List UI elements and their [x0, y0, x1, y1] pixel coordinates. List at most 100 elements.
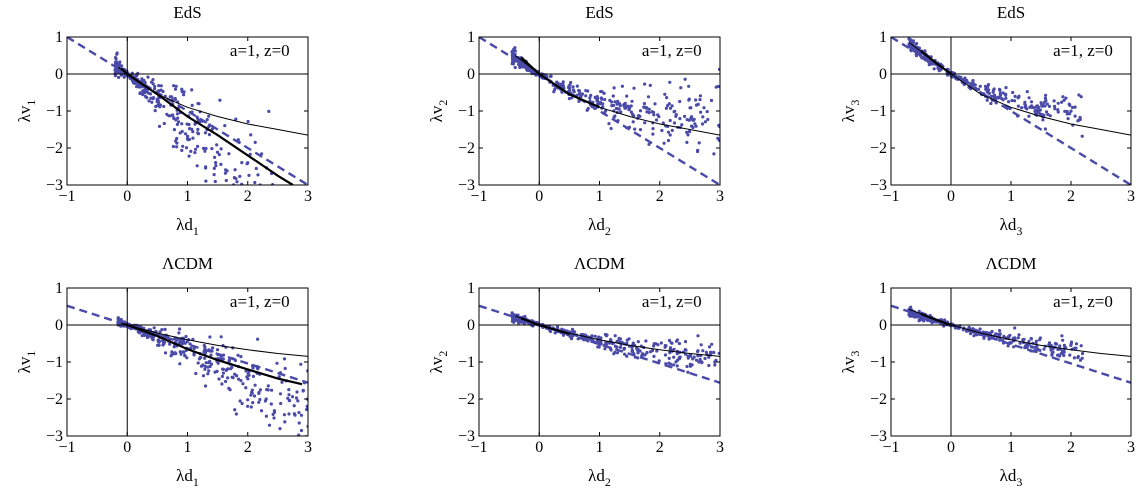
x-tick-label: 3 [716, 188, 724, 205]
data-point [577, 88, 581, 93]
data-point [673, 109, 677, 113]
data-point [152, 326, 156, 330]
data-point [610, 104, 614, 108]
data-point [140, 334, 144, 338]
data-point [235, 180, 239, 184]
data-point [251, 401, 255, 405]
data-point [1068, 103, 1072, 107]
data-point [668, 80, 672, 84]
y-tick-label: −2 [458, 391, 475, 408]
data-point [653, 102, 657, 106]
data-point [523, 314, 527, 319]
data-point [623, 101, 627, 105]
data-point [190, 88, 194, 92]
x-tick-label: 0 [123, 188, 131, 205]
data-point [265, 279, 268, 282]
data-point [266, 384, 270, 388]
data-point [175, 145, 179, 149]
data-point [667, 338, 672, 343]
data-point [1001, 91, 1005, 95]
data-point [636, 348, 640, 352]
y-tick-label: −2 [870, 391, 887, 408]
y-tick-label: 1 [55, 29, 63, 46]
data-point [1078, 358, 1083, 362]
data-point [181, 144, 185, 148]
y-tick-label: −1 [870, 354, 887, 371]
data-point [652, 354, 656, 358]
data-point [203, 149, 207, 153]
data-point [696, 334, 700, 338]
data-point [675, 352, 679, 356]
data-point [299, 332, 302, 335]
x-tick-label: 0 [123, 439, 131, 456]
x-tick-label: 2 [1067, 439, 1075, 456]
data-point [1065, 109, 1069, 114]
x-axis-label: λd2 [588, 466, 611, 489]
data-point [1029, 100, 1034, 104]
data-point [253, 140, 257, 144]
data-point [607, 122, 611, 126]
data-point [526, 68, 530, 72]
data-point [168, 342, 172, 346]
data-point [117, 75, 121, 79]
data-point [203, 364, 207, 368]
data-point [251, 212, 254, 215]
x-tick-label: 1 [1007, 439, 1015, 456]
data-point [1042, 113, 1046, 117]
data-point [661, 121, 665, 125]
data-point [989, 101, 993, 106]
data-point [647, 111, 651, 115]
data-point [971, 79, 975, 83]
data-point [963, 76, 967, 80]
x-tick-label: 3 [304, 439, 312, 456]
data-point [600, 97, 604, 101]
data-point [633, 127, 637, 131]
data-point [282, 326, 285, 329]
data-point [664, 344, 668, 348]
data-point [287, 412, 291, 416]
data-point [1066, 117, 1070, 121]
data-point [253, 383, 257, 387]
data-point [513, 49, 517, 53]
data-point [998, 91, 1002, 96]
data-point [973, 83, 977, 87]
data-point [299, 269, 302, 272]
data-point [286, 396, 290, 400]
data-point [629, 110, 634, 114]
data-point [571, 85, 575, 89]
data-point [249, 133, 253, 137]
thin-curve [908, 309, 1131, 357]
data-point [246, 119, 250, 124]
data-point [1072, 356, 1076, 360]
data-point [707, 355, 711, 359]
data-point [223, 209, 226, 212]
data-point [602, 91, 606, 95]
data-point [660, 128, 664, 133]
data-point [271, 252, 274, 255]
data-point [304, 412, 307, 415]
data-point [220, 382, 224, 386]
data-point [283, 226, 286, 229]
data-point [264, 397, 268, 401]
data-point [1069, 109, 1073, 113]
data-point [189, 149, 193, 153]
data-point [1056, 108, 1060, 112]
data-point [291, 449, 294, 452]
scatter-points [510, 46, 720, 156]
data-point [246, 404, 250, 408]
data-point [214, 161, 218, 165]
data-point [687, 129, 692, 133]
data-point [632, 86, 636, 90]
data-point [630, 99, 634, 103]
data-point [115, 52, 119, 56]
data-point [293, 413, 297, 417]
data-point [713, 363, 717, 367]
data-point [709, 350, 713, 354]
data-point [987, 335, 991, 339]
data-point [245, 162, 249, 166]
data-point [208, 123, 212, 127]
data-point [260, 234, 263, 237]
data-point [1016, 336, 1020, 340]
data-point [701, 115, 705, 119]
data-point [1069, 342, 1073, 346]
